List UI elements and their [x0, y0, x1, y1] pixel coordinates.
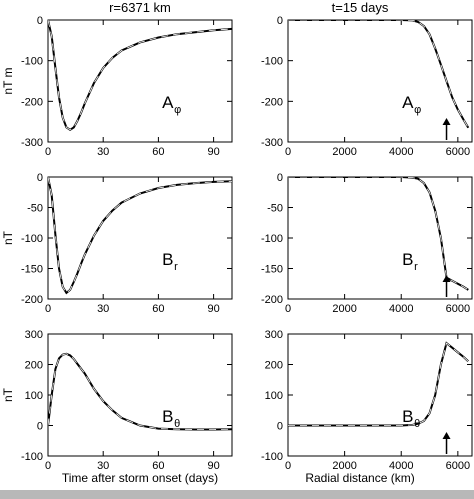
panel-label-main: B	[402, 250, 413, 269]
panel-label-main: A	[402, 93, 414, 112]
y-tick-label: 100	[25, 390, 43, 402]
series-line-solid	[48, 20, 232, 131]
panel-radial-Aphi: 0 2000 4000 6000 -300 -200 -100 0 A φ	[261, 15, 473, 158]
series-line-solid	[288, 341, 469, 427]
caption-strip	[0, 490, 474, 499]
y-tick-label: -300	[21, 137, 43, 149]
x-tick-label: 30	[97, 303, 109, 315]
y-tick-label: -100	[21, 56, 43, 68]
left-x-axis-label: Time after storm onset (days)	[62, 471, 218, 485]
panel-radial-Br: 0 2000 4000 6000 -200 -150 -100 -50 0 B r	[261, 172, 473, 315]
series-line-dashed	[48, 20, 232, 131]
left-column-title: r=6371 km	[109, 0, 171, 15]
x-tick-label: 0	[285, 460, 291, 472]
series-line-dashed	[48, 353, 232, 430]
y-tick-label: -150	[261, 264, 283, 276]
x-tick-label: 6000	[446, 460, 470, 472]
x-tick-label: 60	[152, 146, 164, 158]
panel-label-subscript: θ	[174, 418, 180, 430]
y-axis-label: nT	[1, 230, 15, 245]
panel-label-subscript: φ	[414, 104, 421, 116]
right-x-axis-label: Radial distance (km)	[305, 471, 414, 485]
panel-label-main: B	[162, 250, 173, 269]
x-tick-label: 0	[285, 303, 291, 315]
y-tick-label: -100	[21, 451, 43, 463]
x-tick-label: 4000	[389, 303, 413, 315]
panel-time-Aphi: 0 30 60 90 -300 -200 -100 0 nT m A φ	[1, 15, 233, 158]
series-line-dashed	[48, 177, 232, 294]
y-tick-label: 300	[265, 329, 283, 341]
x-tick-label: 2000	[332, 303, 356, 315]
arrow-head	[442, 118, 451, 125]
x-tick-label: 60	[152, 460, 164, 472]
x-tick-label: 2000	[332, 146, 356, 158]
y-tick-label: -100	[261, 451, 283, 463]
x-tick-label: 90	[207, 303, 219, 315]
y-tick-label: -50	[27, 203, 43, 215]
y-tick-label: -300	[261, 137, 283, 149]
y-tick-label: 0	[37, 172, 43, 184]
x-tick-label: 60	[152, 303, 164, 315]
x-tick-label: 90	[207, 460, 219, 472]
panel-label-subscript: r	[414, 261, 418, 273]
y-tick-label: 0	[37, 421, 43, 433]
plot-frame	[47, 333, 233, 457]
x-tick-label: 4000	[389, 460, 413, 472]
x-tick-label: 2000	[332, 460, 356, 472]
y-tick-label: 0	[277, 172, 283, 184]
panel-label-subscript: r	[174, 261, 178, 273]
x-tick-label: 90	[207, 146, 219, 158]
y-tick-label: -100	[261, 233, 283, 245]
y-tick-label: 100	[265, 390, 283, 402]
x-tick-label: 6000	[446, 146, 470, 158]
series-line-solid	[288, 177, 469, 291]
y-tick-label: -200	[21, 294, 43, 306]
arrow-head	[442, 432, 451, 439]
panel-label-main: A	[162, 93, 174, 112]
y-tick-label: -100	[261, 56, 283, 68]
panel-label-main: B	[162, 407, 173, 426]
series-line-dashed	[288, 177, 469, 291]
y-tick-label: -200	[21, 96, 43, 108]
x-tick-label: 0	[45, 460, 51, 472]
arrow-head	[442, 275, 451, 282]
x-tick-label: 0	[45, 146, 51, 158]
x-tick-label: 0	[45, 303, 51, 315]
series-line-solid	[48, 177, 232, 295]
series-line-solid	[288, 20, 470, 129]
y-tick-label: -200	[261, 294, 283, 306]
x-tick-label: 30	[97, 146, 109, 158]
y-tick-label: 300	[25, 329, 43, 341]
y-tick-label: -150	[21, 264, 43, 276]
x-tick-label: 30	[97, 460, 109, 472]
y-tick-label: 0	[277, 15, 283, 27]
series-line-solid	[48, 352, 232, 431]
panel-label-main: B	[402, 407, 413, 426]
y-tick-label: 200	[25, 360, 43, 372]
y-tick-label: -100	[21, 233, 43, 245]
y-tick-label: 200	[265, 360, 283, 372]
plot-frame	[47, 176, 233, 300]
y-tick-label: 0	[277, 421, 283, 433]
y-tick-label: -50	[267, 203, 283, 215]
y-axis-label: nT	[1, 387, 15, 402]
panel-time-Br: 0 30 60 90 -200 -150 -100 -50 0 nT B r	[1, 172, 233, 315]
y-tick-label: -200	[261, 96, 283, 108]
x-tick-label: 0	[285, 146, 291, 158]
plot-frame	[47, 19, 233, 143]
series-line-dashed	[288, 20, 469, 129]
panel-label-subscript: φ	[174, 104, 181, 116]
panel-label-subscript: θ	[414, 418, 420, 430]
x-tick-label: 4000	[389, 146, 413, 158]
y-axis-label: nT m	[1, 67, 15, 94]
series-line-dashed	[288, 342, 469, 426]
x-tick-label: 6000	[446, 303, 470, 315]
y-tick-label: 0	[37, 15, 43, 27]
right-column-title: t=15 days	[332, 0, 389, 15]
